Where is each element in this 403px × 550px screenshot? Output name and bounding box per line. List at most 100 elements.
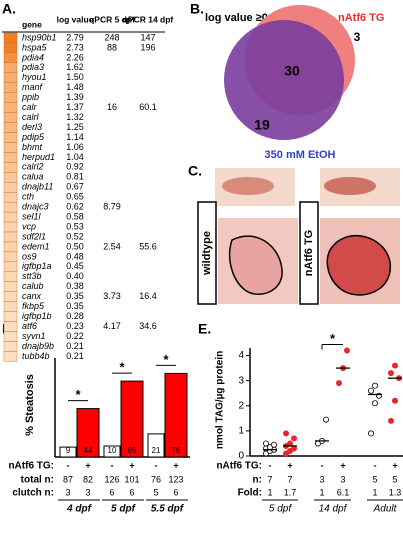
sign: - — [374, 460, 377, 470]
qpcr: 88 — [107, 42, 117, 52]
gene: dnajb11 — [22, 182, 53, 192]
y-axis-label: nmol TAG/µg protein — [215, 351, 226, 449]
sig-star: * — [163, 352, 169, 367]
heat-cell — [3, 132, 18, 143]
log-value: 0.40 — [66, 271, 84, 281]
heat-cell — [3, 82, 18, 93]
row-label: clutch n: — [12, 488, 54, 499]
log-value: 0.92 — [66, 162, 84, 172]
gene: calub — [22, 281, 44, 291]
point — [322, 416, 329, 423]
log-value: 0.58 — [66, 211, 84, 221]
heat-cell — [3, 211, 18, 223]
sign: - — [269, 460, 272, 470]
bar — [120, 380, 144, 458]
log-value: 0.65 — [66, 192, 84, 202]
gene: hyou1 — [22, 72, 47, 82]
heat-cell — [3, 182, 18, 193]
log-value: 1.14 — [66, 132, 84, 142]
y-tick-label: 0 — [238, 451, 244, 462]
log-value: 1.39 — [66, 92, 84, 102]
heat-cell — [3, 351, 18, 362]
venn-circle — [224, 20, 344, 140]
heat-cell — [3, 152, 18, 163]
bar — [147, 433, 165, 458]
log-value: 0.21 — [66, 341, 84, 351]
n: 5 — [392, 474, 397, 484]
log-value: 2.73 — [66, 42, 84, 52]
gene: hspa5 — [22, 42, 48, 52]
venn-count: 30 — [284, 63, 300, 79]
heat-cell — [3, 301, 18, 312]
heat-cell — [3, 321, 18, 332]
point — [286, 440, 293, 447]
gene: igfbp1a — [22, 261, 52, 271]
heat-cell — [3, 172, 18, 183]
point — [270, 441, 277, 448]
gene: calua — [22, 172, 44, 182]
gene: syvn1 — [22, 331, 46, 341]
total-n: 126 — [104, 474, 119, 484]
heat-cell — [3, 241, 18, 253]
log-value: 1.06 — [66, 142, 84, 152]
gene: edem1 — [22, 241, 50, 251]
qpcr: 4.17 — [103, 321, 121, 331]
gene: herpud1 — [22, 152, 55, 162]
row-label: total n: — [21, 475, 54, 486]
bar-label: 9 — [66, 446, 71, 455]
panel-label: A. — [2, 1, 16, 17]
panel-label: B. — [190, 1, 204, 17]
total-n: 87 — [63, 474, 73, 484]
sig-star: * — [119, 360, 125, 375]
venn-set: 350 mM EtOH — [265, 149, 336, 161]
row-label: nAtf6 TG: — [8, 461, 54, 472]
gene: sel1l — [22, 211, 42, 221]
sig-star: * — [75, 387, 81, 402]
image-label: nAtf6 TG — [303, 230, 315, 276]
fold: 1 — [372, 487, 377, 497]
gene: pdia4 — [21, 52, 44, 62]
qpcr: 16.4 — [139, 291, 157, 301]
point — [391, 397, 398, 404]
point — [391, 362, 398, 369]
gene: os9 — [22, 251, 37, 261]
log-value: 0.53 — [66, 221, 84, 231]
sign: + — [392, 460, 397, 470]
gene: ppib — [21, 92, 39, 102]
log-value: 0.35 — [66, 291, 84, 301]
log-value: 1.48 — [66, 82, 84, 92]
log-value: 0.50 — [66, 241, 84, 251]
heat-cell — [3, 281, 18, 292]
label-box — [197, 201, 217, 305]
clutch-n: 5 — [153, 487, 158, 497]
gene: calrl2 — [22, 162, 44, 172]
group-label: 14 dpf — [319, 504, 348, 515]
y-tick-label: 4 — [238, 350, 244, 361]
gene: sdf2l1 — [22, 231, 46, 241]
sign: + — [129, 460, 134, 470]
y-axis-label: % Steatosis — [24, 374, 36, 436]
y-tick-label: 1 — [238, 426, 244, 437]
gene: dnajc3 — [22, 202, 49, 212]
heat-cell — [3, 62, 18, 74]
gene: canx — [22, 291, 42, 301]
row-label: n: — [253, 475, 262, 486]
point — [371, 400, 378, 407]
heat-cell — [3, 271, 18, 282]
heat-cell — [3, 42, 18, 54]
fold: 1.3 — [389, 487, 402, 497]
qpcr: 2.54 — [103, 241, 121, 251]
bar — [76, 408, 100, 458]
heat-cell — [3, 251, 18, 263]
y-tick-label: 2 — [238, 400, 244, 411]
row-label: nAtf6 TG: — [216, 461, 262, 472]
column-header: qPCR 14 dpf — [123, 14, 174, 24]
log-value: 1.37 — [66, 102, 84, 112]
qpcr: 196 — [140, 42, 155, 52]
sig-star: * — [330, 331, 336, 346]
gene: fkbp5 — [22, 301, 45, 311]
sign: + — [340, 460, 345, 470]
fold: 1 — [267, 487, 272, 497]
bar-label: 76 — [172, 446, 181, 455]
sign: - — [155, 460, 158, 470]
